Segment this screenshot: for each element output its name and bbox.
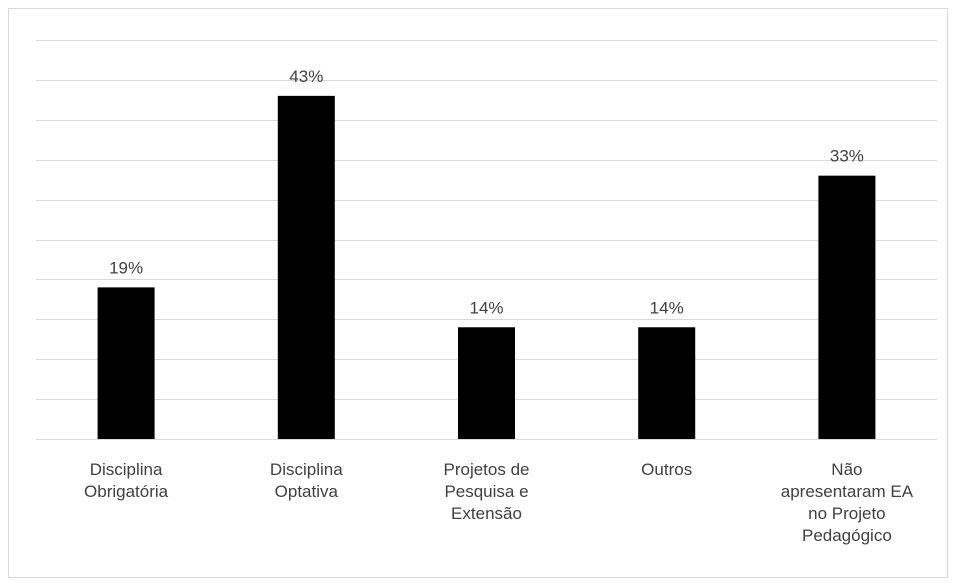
data-label: 19% bbox=[109, 258, 143, 277]
category-label-line: Projetos de bbox=[444, 460, 530, 479]
category-label-line: Disciplina bbox=[270, 460, 343, 479]
chart-frame: 19% 43% 14% 14% 33% Disciplina Obrigatória Dis… bbox=[8, 8, 948, 578]
category-label: Não apresentaram EA no Projeto Pedagógico bbox=[781, 460, 914, 545]
data-label: 33% bbox=[830, 147, 864, 166]
data-label: 14% bbox=[469, 298, 503, 317]
bar bbox=[97, 287, 155, 439]
category-label-line: apresentaram EA bbox=[781, 482, 914, 501]
category-label-line: no Projeto bbox=[808, 504, 886, 523]
category-label-line: Pedagógico bbox=[802, 526, 892, 545]
category-label: Outros bbox=[641, 460, 692, 479]
category-label-line: Optativa bbox=[275, 482, 339, 501]
data-label: 43% bbox=[289, 67, 323, 86]
bars bbox=[97, 95, 876, 440]
category-label-line: Não bbox=[831, 460, 862, 479]
bar bbox=[458, 327, 515, 439]
category-labels: Disciplina Obrigatória Disciplina Optativa P… bbox=[84, 460, 914, 545]
category-label: Disciplina Obrigatória bbox=[84, 460, 169, 501]
category-label: Disciplina Optativa bbox=[270, 460, 343, 501]
bar-chart: 19%43%14% 14%33% Disciplina ObrigatóriaDis… bbox=[36, 40, 937, 545]
data-labels: 19% 43% 14% 14% 33% bbox=[109, 67, 864, 317]
data-label: 14% bbox=[650, 298, 684, 317]
bar bbox=[818, 175, 876, 439]
category-label-line: Outros bbox=[641, 460, 692, 479]
category-label-line: Disciplina bbox=[90, 460, 163, 479]
category-label-line: Pesquisa e bbox=[444, 482, 528, 501]
bar bbox=[638, 327, 696, 439]
category-label-line: Extensão bbox=[451, 504, 522, 523]
category-label-line: Obrigatória bbox=[84, 482, 169, 501]
bar bbox=[277, 95, 335, 440]
category-label: Projetos de Pesquisa e Extensão bbox=[444, 460, 530, 523]
